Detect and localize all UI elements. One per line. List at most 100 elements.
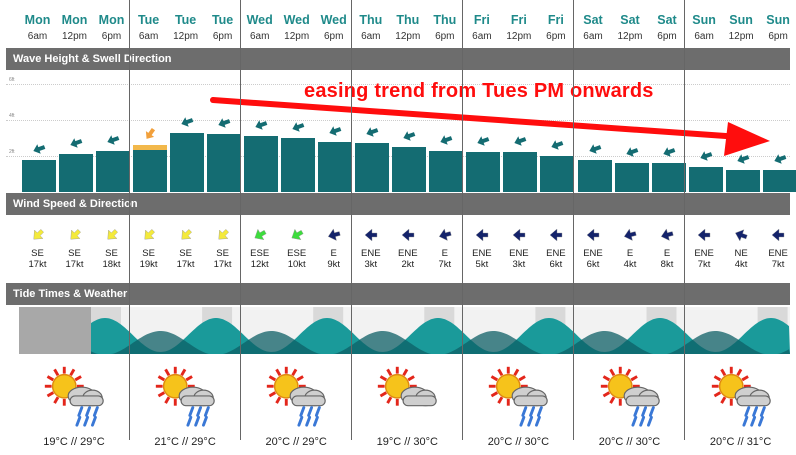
wave-bar — [688, 166, 723, 192]
temperature-range: 20°C // 29°C — [265, 436, 327, 448]
swell-direction-arrow-icon — [403, 131, 416, 141]
wind-speed-label: 8kt — [660, 259, 674, 270]
time-label: 12pm — [728, 31, 754, 42]
weather-cell: 20°C // 30°C — [465, 360, 571, 448]
wind-speed-label: 19kt — [139, 259, 158, 270]
wind-direction-arrow-icon — [327, 228, 341, 241]
wave-bar — [540, 156, 575, 192]
wind-cell: E 7kt — [426, 228, 463, 270]
time-slot-header: Tue 6am — [130, 0, 167, 42]
swell-direction-arrow-icon — [588, 143, 601, 154]
time-slot-header: Wed 6am — [241, 0, 278, 42]
wind-cell: E 8kt — [649, 228, 686, 270]
wind-direction-label: ENE — [546, 248, 566, 259]
wind-direction-label: ENE — [694, 248, 714, 259]
sun-cloud-icon — [378, 366, 438, 407]
time-label: 6pm — [212, 31, 233, 42]
wave-bar — [59, 154, 93, 192]
day-divider — [350, 0, 352, 440]
wind-cell: E 9kt — [315, 228, 352, 270]
swell-direction-arrow-icon — [551, 140, 564, 150]
wave-bar — [96, 150, 130, 192]
wave-bar — [762, 170, 796, 192]
time-slot-header: Mon 12pm — [56, 0, 93, 42]
day-label: Sat — [583, 13, 603, 27]
weather-cell: 20°C // 31°C — [688, 360, 794, 448]
wind-section-title: Wind Speed & Direction — [6, 193, 790, 215]
wind-direction-arrow-icon — [660, 228, 674, 241]
wind-direction-arrow-icon — [586, 228, 600, 242]
wind-cell: SE 17kt — [167, 228, 204, 270]
time-label: 6am — [138, 31, 159, 42]
wind-cell: ESE 12kt — [241, 228, 278, 270]
forecast-header: Mon 6am Mon 12pm Mon 6pm Tue 6am Tue 12pm Tue 6pm We… — [19, 0, 790, 48]
day-label: Thu — [396, 13, 420, 27]
time-slot-header: Wed 6pm — [315, 0, 352, 42]
trend-annotation: easing trend from Tues PM onwards — [304, 80, 654, 102]
wind-cell: SE 18kt — [93, 228, 130, 270]
day-label: Tue — [211, 13, 234, 27]
wind-cell: SE 17kt — [56, 228, 93, 270]
wind-direction-arrow-icon — [107, 229, 118, 240]
wind-direction-arrow-icon — [438, 228, 452, 241]
day-label: Wed — [320, 13, 347, 27]
wind-speed-label: 9kt — [327, 259, 341, 270]
wind-cell: SE 17kt — [19, 228, 56, 270]
wind-direction-arrow-icon — [291, 228, 304, 240]
time-label: 12pm — [284, 31, 310, 42]
day-divider — [128, 0, 130, 440]
wave-bar — [614, 163, 649, 192]
swell-direction-arrow-icon — [107, 134, 120, 145]
day-label: Fri — [547, 13, 564, 27]
wave-bar — [22, 159, 56, 192]
wind-speed-label: 17kt — [176, 259, 195, 270]
day-label: Sat — [620, 13, 640, 27]
time-slot-header: Wed 12pm — [278, 0, 315, 42]
wind-speed-label: 2kt — [401, 259, 415, 270]
wind-cell: NE 4kt — [723, 228, 760, 270]
time-slot-header: Fri 6pm — [537, 0, 574, 42]
time-label: 6pm — [323, 31, 344, 42]
time-label: 6pm — [101, 31, 122, 42]
wind-direction-arrow-icon — [144, 229, 155, 240]
wind-direction-label: ENE — [361, 248, 381, 259]
temperature-range: 20°C // 30°C — [598, 436, 661, 448]
time-label: 6pm — [546, 31, 566, 42]
time-label: 12pm — [617, 31, 643, 42]
wind-speed-label: 12kt — [250, 259, 269, 270]
swell-direction-arrow-icon — [181, 116, 194, 127]
wind-cell: ENE 2kt — [389, 228, 426, 270]
time-slot-header: Sat 12pm — [612, 0, 649, 42]
wind-speed-label: 6kt — [586, 259, 600, 270]
day-label: Mon — [61, 13, 88, 27]
wind-speed-label: 3kt — [512, 259, 526, 270]
swell-direction-arrow-icon — [145, 128, 156, 140]
weather-cell: 19°C // 29°C — [21, 360, 127, 448]
wind-direction-label: ESE — [287, 248, 307, 259]
day-label: Sun — [692, 13, 716, 27]
wind-direction-arrow-icon — [181, 229, 192, 240]
temperature-range: 20°C // 30°C — [487, 436, 550, 448]
wave-gridline — [6, 120, 790, 121]
time-slot-header: Fri 6am — [463, 0, 500, 42]
time-slot-header: Mon 6pm — [93, 0, 130, 42]
time-label: 6am — [249, 31, 270, 42]
wave-bar — [651, 163, 686, 192]
wind-direction-label: SE — [68, 248, 81, 259]
wave-bar — [207, 134, 242, 192]
sun-cloud-rain-icon — [711, 366, 771, 427]
day-divider — [239, 0, 241, 440]
temperature-range: 19°C // 30°C — [376, 436, 438, 448]
swell-direction-arrow-icon — [366, 127, 379, 138]
wind-direction-arrow-icon — [549, 228, 563, 242]
wave-bar — [170, 132, 205, 192]
wind-cell: ESE 10kt — [278, 228, 315, 270]
day-label: Tue — [174, 13, 197, 27]
time-slot-header: Sat 6pm — [649, 0, 686, 42]
time-slot-header: Tue 6pm — [204, 0, 241, 42]
wind-direction-label: E — [441, 248, 448, 259]
wind-speed-label: 18kt — [102, 259, 121, 270]
time-label: 12pm — [61, 31, 87, 42]
day-label: Sat — [657, 13, 677, 27]
